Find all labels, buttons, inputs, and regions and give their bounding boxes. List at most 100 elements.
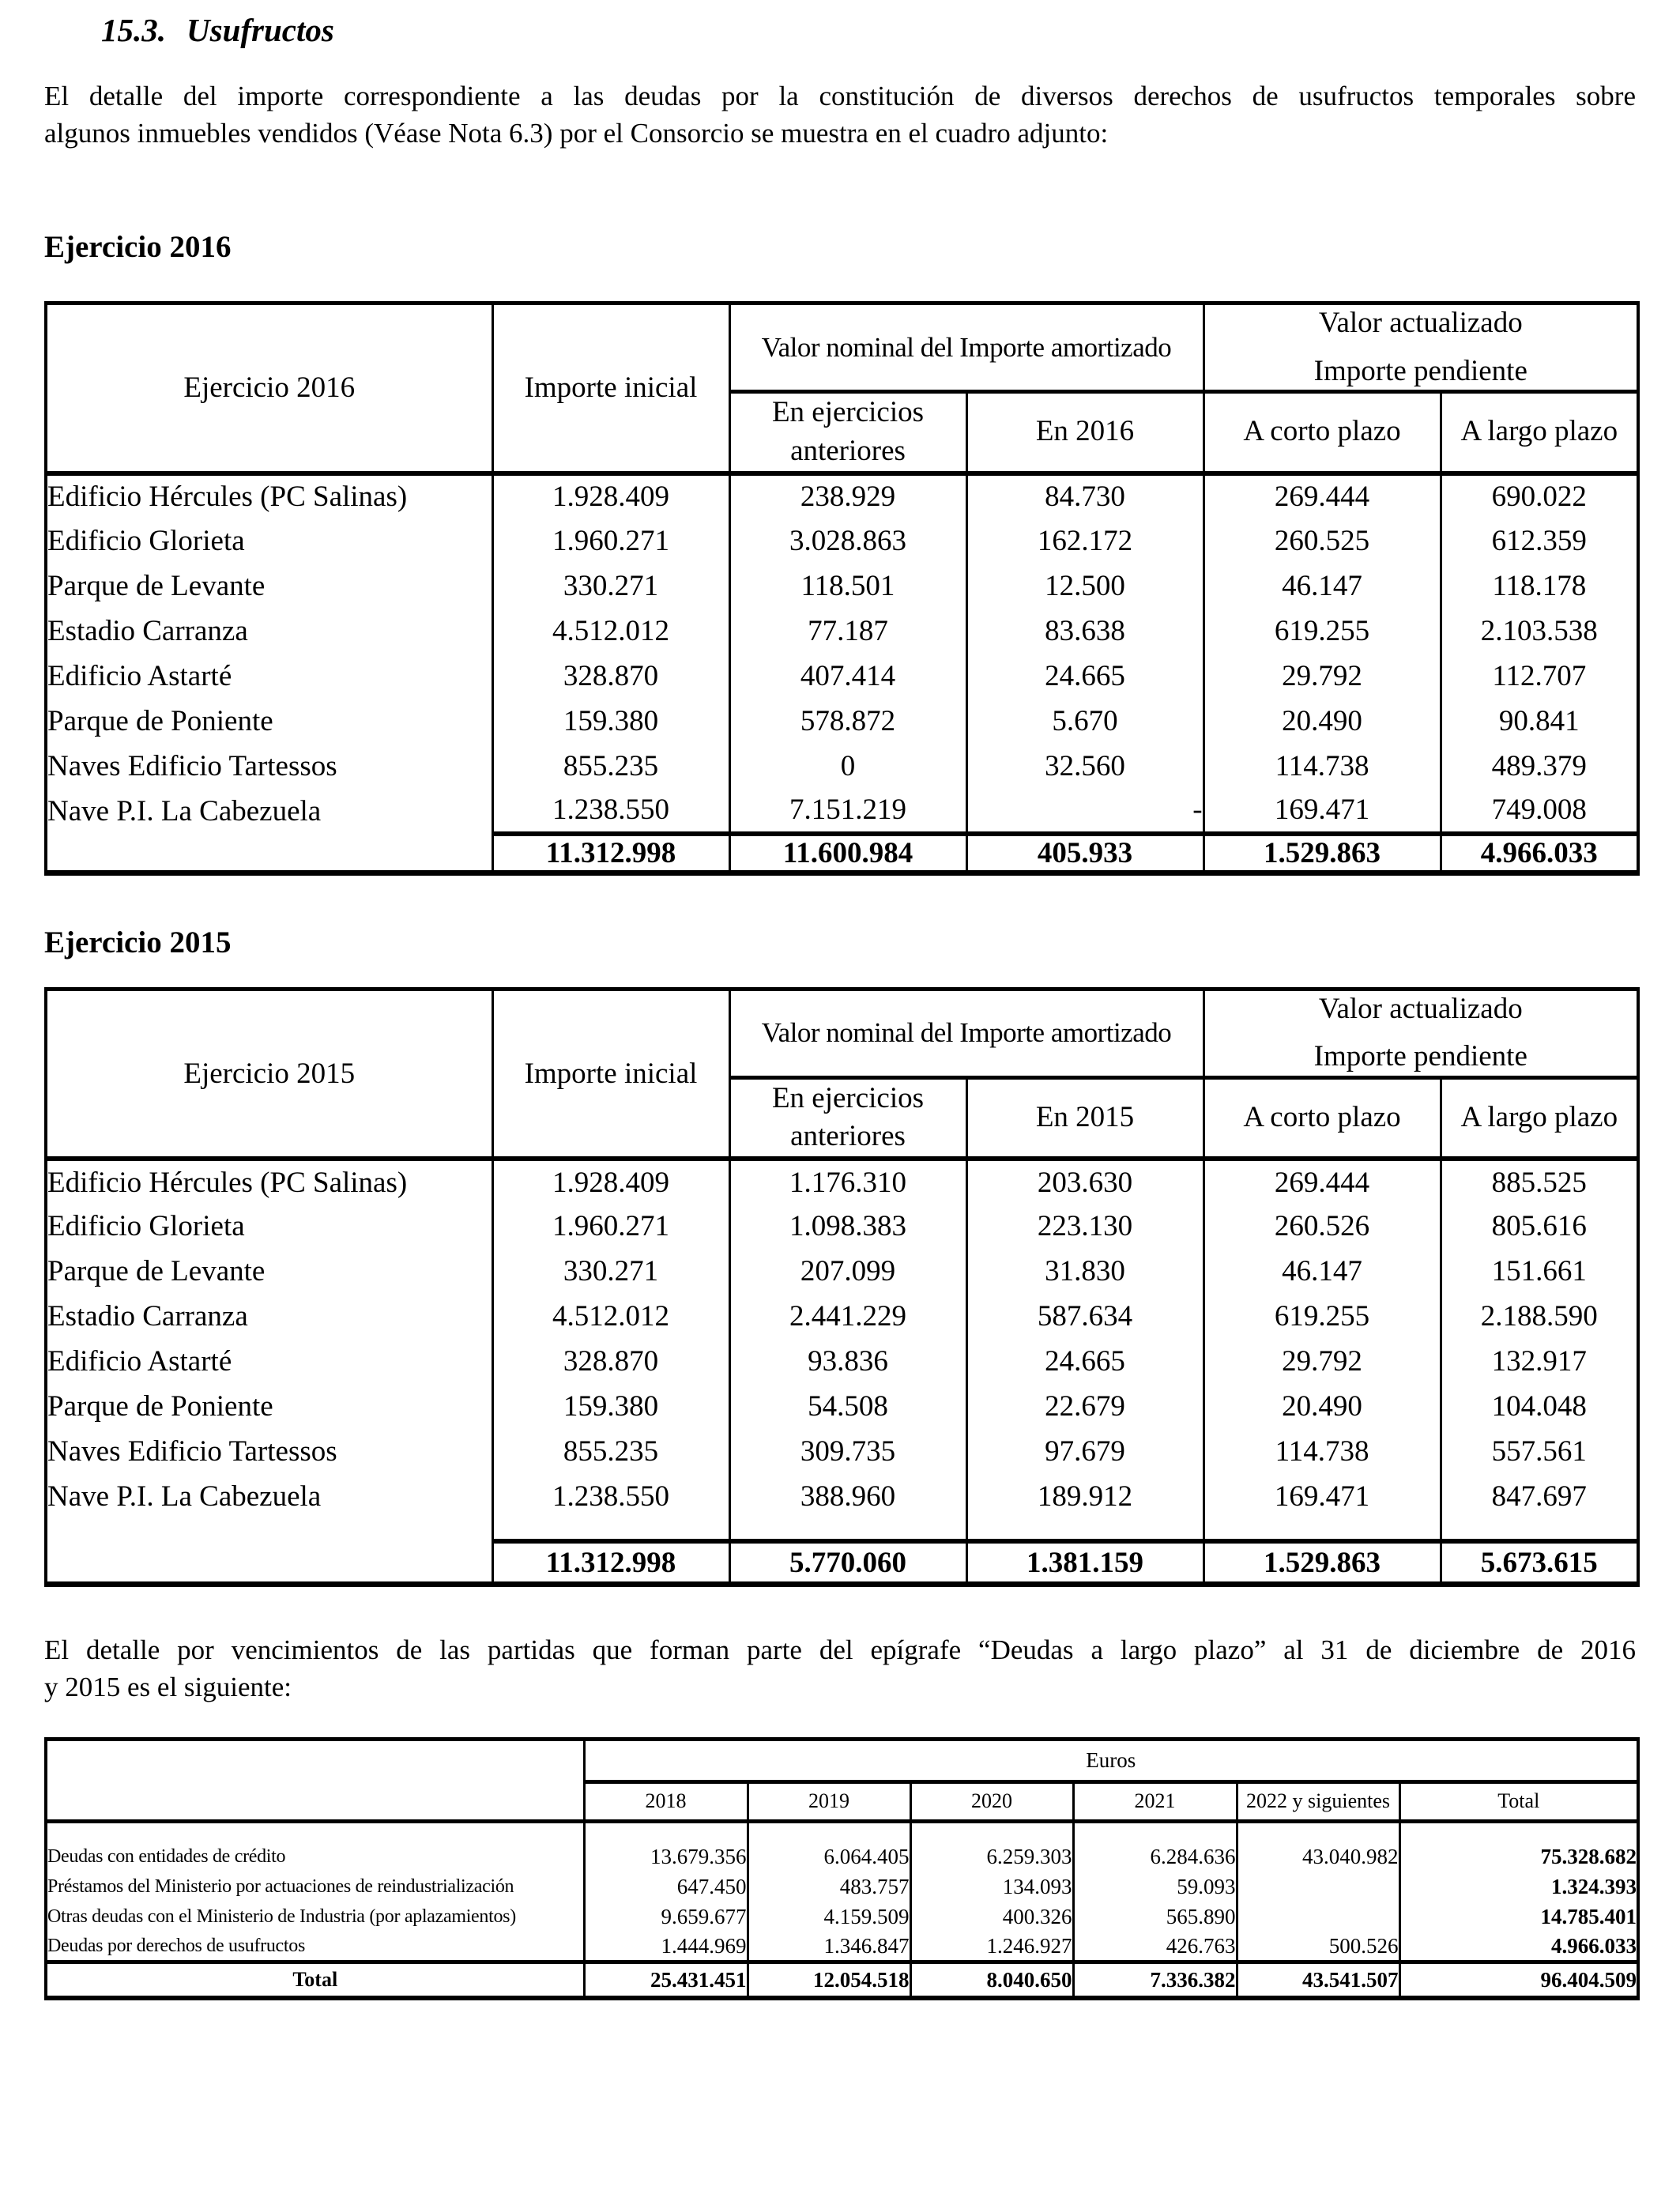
value-cell: 114.738 [1202,743,1441,789]
total-value-cell: 5.770.060 [728,1539,966,1585]
total-value-cell: 12.054.518 [746,1959,910,1999]
total-value-cell: 25.431.451 [582,1959,748,1999]
value-cell-dash: - [965,788,1204,834]
spacer-cell [491,1519,729,1542]
corner-header-cell: Ejercicio 2016 [46,303,492,476]
table-subheader-row: En ejercicios anteriores En 2016 A corto… [46,391,1639,476]
value-cell: 13.679.356 [582,1842,748,1872]
table-total-row: 11.312.998 5.770.060 1.381.159 1.529.863… [46,1539,1639,1585]
spacer-cell [46,1519,492,1541]
header-importe-pendiente-line2: Importe pendiente [1313,1040,1527,1073]
spacer-cell [746,1821,910,1842]
value-cell: 97.679 [965,1429,1204,1475]
value-cell: 189.912 [965,1474,1204,1520]
value-cell: 238.929 [728,473,966,518]
row-label-cell: Parque de Poniente [47,1390,273,1423]
spacer-cell [1439,1519,1639,1542]
value-cell: 847.697 [1439,1474,1639,1520]
value-cell: 32.560 [965,743,1204,789]
vencimientos-line-2: y 2015 es el siguiente: [44,1671,292,1702]
section-title: Usufructos [186,12,334,48]
subheader-a-largo-plazo: A largo plazo [1439,1077,1639,1162]
total-empty-cell [46,834,492,873]
table-subheader-row: En ejercicios anteriores En 2015 A corto… [46,1077,1639,1162]
value-cell: 388.960 [728,1474,966,1520]
table-row: Deudas con entidades de crédito 13.679.35… [46,1842,1639,1872]
row-label-cell: Edificio Astarté [47,659,232,692]
table-row: Edificio Hércules (PC Salinas) 1.928.409 1… [46,1159,1639,1204]
value-cell: 162.172 [965,518,1204,564]
spacer-row [46,1821,1639,1842]
row-label-cell: Naves Edificio Tartessos [47,1435,337,1468]
value-cell: 1.238.550 [491,1474,729,1520]
value-cell: 4.512.012 [491,1294,729,1340]
total-value-cell: 8.040.650 [909,1959,1073,1999]
spacer-cell [1398,1821,1639,1842]
intro-paragraph: El detalle del importe correspondiente a… [44,77,1636,152]
table-row: Nave P.I. La Cabezuela 1.238.550 388.960 18… [46,1474,1639,1520]
subheader-en-2015: En 2015 [965,1077,1204,1162]
header-importe-inicial: Importe inicial [491,303,729,476]
header-euros: Euros [582,1739,1639,1784]
value-cell: 134.093 [909,1872,1073,1902]
value-cell: 483.757 [746,1872,910,1902]
value-cell: 260.526 [1202,1204,1441,1250]
value-cell [1235,1872,1399,1902]
value-cell: 578.872 [728,698,966,744]
header-valor-actualizado: Valor actualizado Importe pendiente [1202,303,1639,394]
value-cell: 309.735 [728,1429,966,1475]
table-header-row: Euros [46,1739,1639,1823]
header-valor-actualizado-line1: Valor actualizado [1318,992,1523,1025]
value-cell: 500.526 [1235,1932,1399,1962]
document-page: 15.3. Usufructos El detalle del importe c… [44,12,1640,2001]
value-cell: 84.730 [965,473,1204,518]
subheader-en-ejercicios-anteriores: En ejercicios anteriores [728,1077,966,1162]
spacer-cell [46,1821,584,1842]
value-cell: 1.928.409 [491,1159,729,1204]
value-cell: 118.501 [728,563,966,609]
spacer-cell [728,1519,966,1542]
value-cell: 104.048 [1439,1384,1639,1430]
table-row: Otras deudas con el Ministerio de Indust… [46,1902,1639,1932]
spacer-cell [965,1519,1204,1542]
spacer-row [46,1519,1639,1542]
row-label-cell: Edificio Hércules (PC Salinas) [47,481,408,514]
value-cell: 612.359 [1439,518,1639,564]
row-label-cell: Parque de Levante [47,1255,266,1288]
value-cell: 20.490 [1202,1384,1441,1430]
value-cell: 169.471 [1202,1474,1441,1520]
value-cell: 43.040.982 [1235,1842,1399,1872]
value-cell: 1.444.969 [582,1932,748,1962]
total-value-cell: 1.381.159 [965,1539,1204,1585]
table-row: Edificio Glorieta 1.960.271 3.028.863 162.1… [46,518,1639,564]
subheader-a-largo-plazo: A largo plazo [1439,391,1639,476]
value-cell: 2.188.590 [1439,1294,1639,1340]
row-label-cell: Edificio Glorieta [47,524,245,557]
row-label-cell: Edificio Astarté [47,1345,232,1378]
table-row: Préstamos del Ministerio por actuaciones… [46,1872,1639,1902]
value-cell: 1.238.550 [491,788,729,834]
total-label-cell: Total [46,1959,584,1999]
total-column-cell: 14.785.401 [1398,1902,1639,1932]
value-cell: 90.841 [1439,698,1639,744]
value-cell: 207.099 [728,1249,966,1295]
row-label-cell: Estadio Carranza [47,614,248,647]
value-cell: 260.525 [1202,518,1441,564]
table-row: Naves Edificio Tartessos 855.235 309.735 97… [46,1429,1639,1475]
value-cell: 4.159.509 [746,1902,910,1932]
row-label-cell: Deudas por derechos de usufructos [47,1935,305,1956]
subheader-a-corto-plazo: A corto plazo [1202,391,1441,476]
value-cell: 93.836 [728,1339,966,1385]
value-cell: 118.178 [1439,563,1639,609]
intro-line-1: El detalle del importe correspondiente a… [44,81,1636,111]
value-cell: 565.890 [1072,1902,1237,1932]
value-cell: 20.490 [1202,698,1441,744]
vencimientos-line-1: El detalle por vencimientos de las parti… [44,1634,1636,1665]
value-cell: 59.093 [1072,1872,1237,1902]
value-cell: 151.661 [1439,1249,1639,1295]
table-row: Edificio Hércules (PC Salinas) 1.928.409 2… [46,473,1639,518]
row-label-cell: Nave P.I. La Cabezuela [47,794,322,827]
value-cell: 1.246.927 [909,1932,1073,1962]
header-valor-actualizado-line1: Valor actualizado [1318,307,1523,340]
value-cell: 29.792 [1202,1339,1441,1385]
